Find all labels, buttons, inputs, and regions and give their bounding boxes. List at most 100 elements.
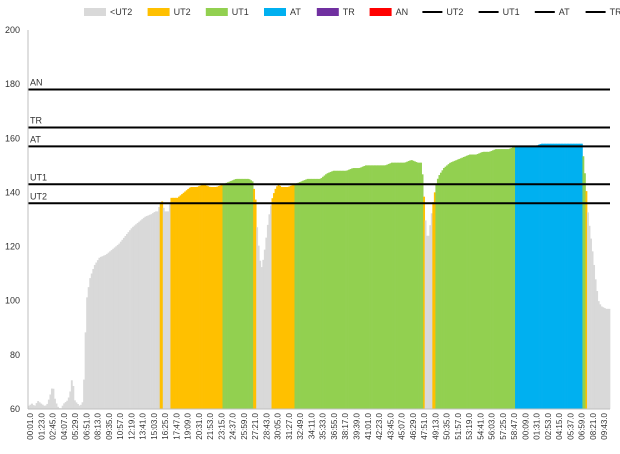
x-axis-tick-labels: 00:01.0 01:23.0 02:45.0 04:07.0 05:29.0 06:51… (26, 412, 609, 439)
bar (571, 143, 574, 409)
bar (271, 198, 274, 409)
bar (191, 187, 194, 409)
legend: <UT2UT2UT1ATTRANUT2UT1ATTRAN (84, 7, 620, 17)
x-tick-label: 36:55.0 (330, 412, 339, 439)
bar (556, 143, 559, 409)
x-tick-label: 34:11.0 (307, 412, 316, 439)
bar (378, 165, 381, 409)
x-tick-label: 58:47.0 (510, 412, 519, 439)
bar (323, 175, 326, 409)
bar (358, 167, 361, 409)
bar (591, 251, 594, 409)
bar (446, 165, 448, 409)
bar (300, 181, 303, 409)
bar (366, 165, 369, 409)
bar (410, 160, 413, 409)
bar (337, 170, 340, 409)
x-tick-label: 50:35.0 (443, 412, 452, 439)
bar (110, 250, 113, 409)
bar (47, 399, 50, 409)
bar (193, 187, 196, 409)
bar (253, 188, 256, 409)
bar (254, 199, 257, 409)
bar (182, 192, 185, 409)
x-tick-label: 00:09.0 (521, 412, 530, 439)
bar (89, 278, 92, 409)
bar (185, 190, 188, 409)
bar (173, 197, 176, 409)
bar (66, 400, 69, 409)
x-tick-label: 09:35.0 (105, 412, 114, 439)
bar (530, 146, 533, 409)
bar (32, 405, 35, 409)
bar (394, 162, 396, 409)
bar (443, 167, 445, 409)
bar (251, 181, 254, 409)
bar (559, 143, 562, 409)
bar (444, 166, 447, 409)
bar (518, 146, 520, 409)
threshold-label-ut1: UT1 (30, 172, 47, 182)
bar (34, 405, 37, 409)
series-heart-rate-zones (28, 143, 611, 410)
bar (354, 168, 357, 409)
legend-swatch (264, 8, 286, 16)
bar (222, 184, 225, 409)
bar (242, 178, 245, 409)
bar (213, 187, 216, 409)
bar (479, 152, 482, 409)
bar (283, 187, 286, 409)
bar (531, 146, 534, 409)
bar (345, 170, 347, 409)
bar (152, 213, 154, 409)
x-tick-label: 35:33.0 (319, 412, 328, 439)
bar (311, 178, 314, 409)
legend-label: AN (396, 7, 409, 17)
bar (515, 146, 517, 409)
bar (121, 239, 124, 409)
bar (103, 255, 105, 409)
bar (204, 184, 207, 409)
bar (141, 219, 144, 409)
bar (455, 160, 458, 409)
bar (364, 165, 367, 409)
bar (289, 185, 292, 409)
bar (513, 146, 516, 409)
bar (510, 148, 513, 410)
bar (297, 182, 300, 409)
bar (52, 388, 55, 409)
bar (201, 184, 203, 409)
bar (188, 187, 191, 409)
bar (473, 154, 476, 409)
bar (403, 162, 406, 409)
bar (308, 178, 311, 409)
x-tick-label: 38:17.0 (341, 412, 350, 439)
bar (332, 170, 335, 409)
bar (237, 178, 240, 409)
legend-item: AN (369, 7, 409, 17)
bar (116, 244, 119, 409)
bar (113, 247, 116, 409)
bar (383, 165, 386, 409)
legend-label: UT2 (446, 7, 463, 17)
legend-item: UT2 (147, 7, 191, 17)
bar (306, 178, 309, 409)
x-tick-label: 02:45.0 (49, 412, 58, 439)
legend-swatch (369, 8, 392, 16)
bar (119, 241, 122, 409)
bar (69, 391, 72, 409)
bar (50, 388, 53, 409)
bar (225, 182, 228, 409)
legend-item: <UT2 (84, 7, 132, 17)
bar (70, 380, 73, 409)
x-tick-label: 09:43.0 (600, 412, 609, 439)
bar (273, 193, 275, 409)
x-tick-label: 31:27.0 (285, 412, 294, 439)
bar (406, 161, 409, 409)
bar (234, 179, 237, 409)
bar (404, 162, 407, 409)
bar (104, 254, 107, 409)
bar (107, 252, 110, 409)
bar (502, 149, 505, 410)
x-tick-label: 43:45.0 (386, 412, 395, 439)
